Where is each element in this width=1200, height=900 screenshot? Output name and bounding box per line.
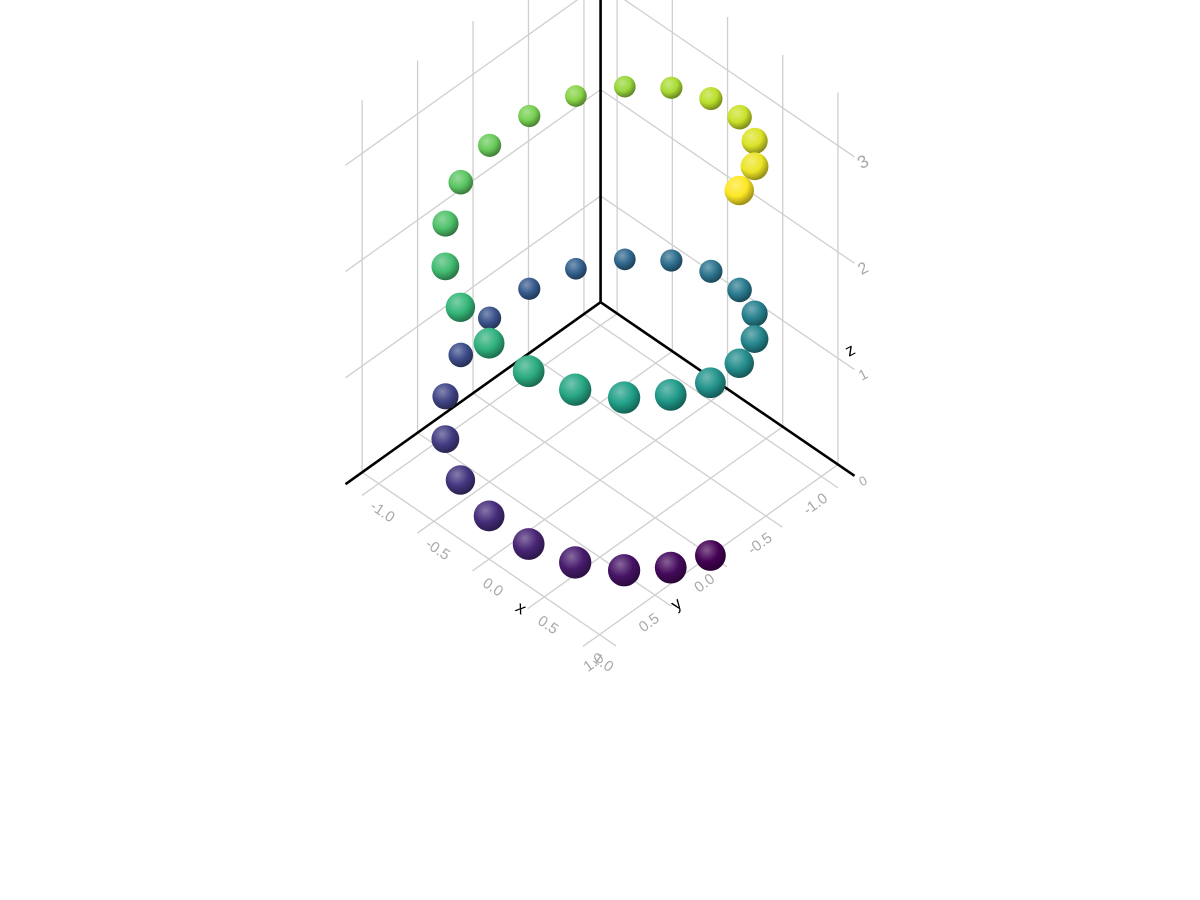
data-point: [432, 383, 459, 410]
y-axis-title: y: [667, 594, 685, 615]
data-point: [727, 104, 752, 130]
data-point: [473, 327, 505, 359]
data-point: [518, 104, 541, 128]
data-point: [473, 500, 505, 532]
z-tick-label: 3: [854, 151, 872, 173]
data-point: [478, 133, 502, 157]
grid-line: [600, 195, 855, 371]
data-point: [559, 373, 592, 406]
data-point: [512, 355, 545, 388]
data-point: [607, 381, 641, 414]
data-point: [699, 259, 723, 283]
data-point: [431, 252, 460, 281]
data-point: [740, 325, 769, 353]
z-tick-label: 1: [856, 366, 871, 384]
data-point: [445, 292, 476, 323]
grid-line: [600, 89, 855, 264]
data-point: [431, 425, 460, 454]
data-point: [695, 540, 726, 571]
data-point: [660, 76, 683, 99]
data-point: [448, 342, 474, 368]
data-point: [445, 465, 476, 495]
data-point: [654, 551, 687, 584]
grid-line: [361, 471, 617, 647]
x-tick-label: 0.0: [479, 575, 506, 601]
x-tick-label: 0.5: [535, 612, 562, 638]
data-point: [512, 528, 545, 560]
data-point: [613, 75, 636, 98]
data-point: [699, 86, 723, 111]
data-point: [559, 546, 592, 579]
data-point: [432, 210, 459, 237]
data-point: [654, 379, 687, 411]
grid-line: [345, 89, 601, 273]
axis-lines: [344, 0, 856, 486]
z-axis-title: z: [842, 340, 858, 361]
grid-line: [472, 392, 728, 568]
x-axis-line: [599, 301, 856, 477]
y-axis-line: [344, 301, 602, 486]
grid-line: [345, 195, 601, 379]
grid-line: [583, 313, 839, 489]
data-point: [741, 127, 768, 154]
data-point: [478, 306, 502, 330]
data-point: [695, 367, 726, 399]
y-tick-label: -1.0: [800, 490, 831, 519]
data-point: [741, 300, 768, 327]
y-tick-label: 0.5: [636, 610, 663, 636]
z-tick-label: 0: [856, 473, 869, 490]
grid-line: [345, 0, 579, 166]
x-tick-label: -1.0: [367, 498, 398, 527]
data-point: [727, 277, 752, 303]
data-point: [740, 152, 769, 181]
data-point: [518, 277, 541, 300]
data-points: [431, 75, 769, 587]
data-point: [724, 348, 754, 378]
data-point: [660, 249, 683, 272]
z-tick-label: 2: [855, 259, 871, 279]
x-tick-label: -0.5: [422, 535, 453, 564]
y-tick-label: 0.0: [691, 570, 718, 596]
data-point: [613, 248, 636, 271]
data-point: [448, 169, 474, 195]
y-tick-label: -0.5: [745, 529, 776, 558]
data-point: [565, 85, 587, 107]
data-point: [724, 175, 754, 206]
data-point: [565, 257, 587, 280]
data-point: [607, 554, 641, 587]
grid-line: [623, 0, 855, 158]
